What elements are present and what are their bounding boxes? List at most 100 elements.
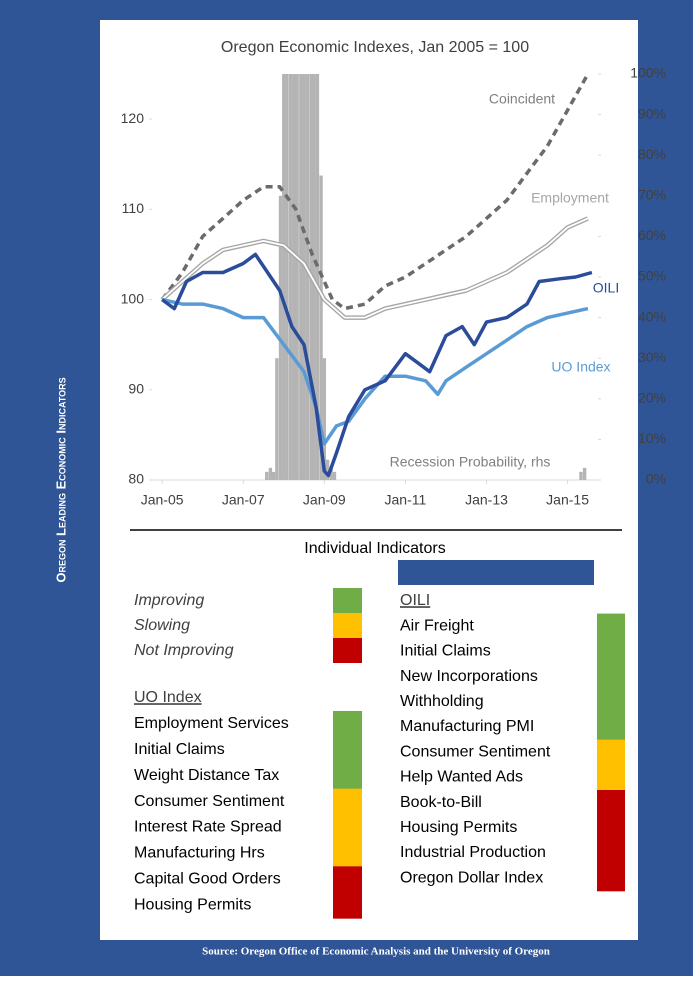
status-cell bbox=[333, 814, 362, 841]
legend-label: Improving bbox=[134, 592, 204, 609]
series-line-inner bbox=[161, 217, 589, 319]
indicators-title: Individual Indicators bbox=[304, 540, 445, 557]
recession-bar bbox=[322, 358, 327, 480]
status-cell bbox=[333, 736, 362, 764]
status-cell bbox=[597, 764, 625, 791]
legend-label: Slowing bbox=[134, 617, 190, 634]
status-cell bbox=[597, 865, 625, 892]
side-label: Oregon Leading Economic Indicators bbox=[53, 377, 68, 582]
source: Source: Oregon Office of Economic Analys… bbox=[202, 946, 550, 958]
indicator-name: Weight Distance Tax bbox=[134, 767, 279, 784]
y-tick-label: 110 bbox=[122, 200, 145, 216]
legend-swatch bbox=[333, 588, 362, 613]
indicator-name: Help Wanted Ads bbox=[400, 769, 523, 786]
recession-bar bbox=[295, 74, 299, 480]
series-label: Recession Probability, rhs bbox=[390, 454, 551, 470]
recession-bar bbox=[319, 175, 323, 480]
y-tick-label: 100 bbox=[121, 290, 145, 306]
y2-tick-label: 20% bbox=[638, 390, 666, 406]
indicator-name: Withholding bbox=[400, 693, 484, 710]
indicator-name: Manufacturing PMI bbox=[400, 718, 534, 735]
indicator-name: Manufacturing Hrs bbox=[134, 845, 265, 862]
status-cell bbox=[597, 664, 625, 690]
series-label: UO Index bbox=[551, 359, 610, 375]
recession-bar bbox=[292, 74, 296, 480]
status-cell bbox=[597, 790, 625, 816]
recession-bar bbox=[265, 471, 269, 480]
status-cell bbox=[333, 710, 362, 738]
x-tick-label: Jan-13 bbox=[465, 492, 508, 508]
legend-swatch bbox=[333, 613, 362, 638]
x-tick-label: Jan-05 bbox=[141, 492, 184, 508]
recession-bar bbox=[288, 74, 293, 480]
indicator-name: Industrial Production bbox=[400, 844, 546, 861]
status-cell bbox=[333, 762, 362, 790]
status-cell bbox=[597, 689, 625, 715]
y2-tick-label: 70% bbox=[638, 187, 666, 203]
status-cell bbox=[597, 638, 625, 665]
status-cell bbox=[597, 840, 625, 867]
indicator-name: Housing Permits bbox=[134, 896, 251, 913]
y2-tick-label: 40% bbox=[638, 308, 666, 324]
y2-tick-label: 10% bbox=[638, 430, 666, 446]
recession-bar bbox=[305, 74, 309, 480]
legend-label: Not Improving bbox=[134, 642, 234, 659]
indicator-name: Consumer Sentiment bbox=[400, 743, 551, 760]
recession-bar bbox=[268, 467, 273, 480]
list-header: UO Index bbox=[134, 689, 202, 706]
recession-bar bbox=[332, 471, 337, 480]
y2-tick-label: 60% bbox=[638, 227, 666, 243]
indicator-name: Interest Rate Spread bbox=[134, 819, 282, 836]
series-label: Employment bbox=[531, 190, 609, 206]
y-tick-label: 120 bbox=[121, 110, 145, 126]
indicator-name: Consumer Sentiment bbox=[134, 793, 285, 810]
series-line bbox=[161, 297, 589, 446]
y2-tick-label: 80% bbox=[638, 146, 666, 162]
indicator-name: Air Freight bbox=[400, 617, 474, 634]
y-tick-label: 90 bbox=[128, 380, 144, 396]
recession-bar bbox=[285, 74, 289, 480]
status-cell bbox=[333, 866, 362, 893]
recession-bar bbox=[325, 459, 330, 480]
plot-area bbox=[152, 74, 598, 480]
recession-bar bbox=[299, 74, 303, 480]
indicator-name: Employment Services bbox=[134, 715, 289, 732]
status-cell bbox=[597, 815, 625, 841]
status-cell bbox=[333, 840, 362, 867]
recession-bar bbox=[282, 74, 286, 480]
y2-tick-label: 90% bbox=[638, 105, 666, 121]
recession-bar bbox=[312, 74, 316, 480]
recession-bar bbox=[271, 471, 276, 480]
header-bar bbox=[398, 560, 594, 585]
recession-bar bbox=[579, 471, 583, 480]
y-tick-label: 80 bbox=[128, 471, 144, 487]
indicator-name: Oregon Dollar Index bbox=[400, 869, 543, 886]
status-cell bbox=[333, 788, 362, 816]
series-label: Coincident bbox=[489, 91, 555, 107]
y2-tick-label: 30% bbox=[638, 349, 666, 365]
indicator-name: New Incorporations bbox=[400, 668, 538, 685]
recession-bar bbox=[315, 74, 320, 480]
status-cell bbox=[597, 613, 625, 640]
indicator-name: Initial Claims bbox=[134, 741, 225, 758]
chart-title: Oregon Economic Indexes, Jan 2005 = 100 bbox=[221, 39, 529, 56]
recession-bar bbox=[582, 467, 587, 480]
list-header: OILI bbox=[400, 592, 430, 609]
status-cell bbox=[597, 714, 625, 741]
y2-tick-label: 100% bbox=[630, 65, 666, 81]
recession-bar bbox=[302, 74, 306, 480]
x-tick-label: Jan-11 bbox=[385, 492, 427, 508]
recession-bar bbox=[275, 358, 279, 480]
indicator-name: Capital Good Orders bbox=[134, 871, 281, 888]
indicator-name: Book-to-Bill bbox=[400, 794, 482, 811]
status-cell bbox=[333, 892, 362, 919]
x-tick-label: Jan-09 bbox=[303, 492, 346, 508]
y2-tick-label: 0% bbox=[646, 471, 666, 487]
series-line bbox=[160, 73, 590, 311]
x-tick-label: Jan-15 bbox=[546, 492, 589, 508]
status-cell bbox=[597, 739, 625, 766]
indicator-name: Initial Claims bbox=[400, 643, 491, 660]
y2-tick-label: 50% bbox=[638, 268, 666, 284]
x-tick-label: Jan-07 bbox=[222, 492, 265, 508]
